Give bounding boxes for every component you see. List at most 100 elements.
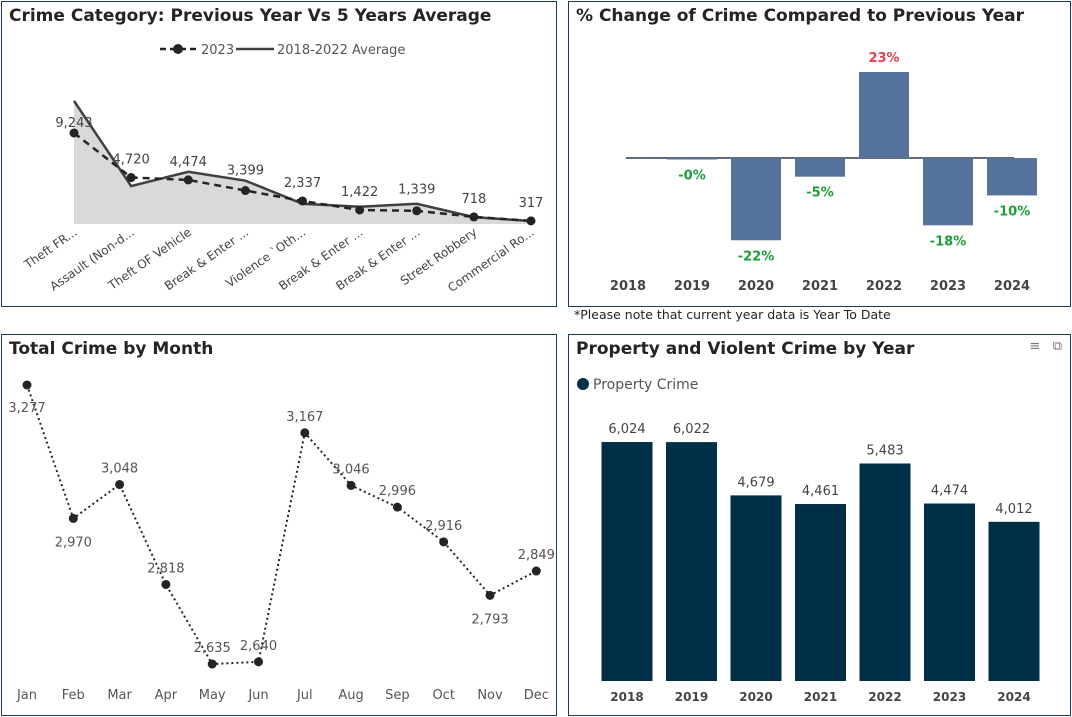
data-label: 6,022 (673, 422, 710, 437)
pct-change-panel: % Change of Crime Compared to Previous Y… (568, 1, 1071, 307)
bar (667, 158, 717, 160)
x-tick-label: 2024 (997, 690, 1030, 704)
chart-title: Property and Violent Crime by Year (576, 339, 915, 359)
chart-title: Total Crime by Month (9, 339, 214, 359)
data-point (392, 502, 402, 512)
data-point (207, 659, 217, 669)
data-label: 2,849 (518, 548, 555, 563)
focus-mode-icon[interactable]: ⧉ (1052, 339, 1062, 354)
data-label: 2,793 (471, 612, 508, 627)
bar (988, 521, 1040, 681)
x-tick-label: 2020 (739, 690, 772, 704)
data-point (531, 566, 541, 576)
data-point (254, 657, 263, 667)
data-label: 3,399 (227, 163, 264, 178)
data-label: 4,474 (931, 484, 968, 499)
data-label: 2,970 (55, 535, 92, 550)
data-label: 23% (868, 51, 899, 66)
data-point (68, 513, 78, 523)
2023-point (126, 173, 136, 183)
x-tick-label: 2022 (866, 279, 902, 294)
pct-change-chart: 2018 -0% 2019 -22% 2020 -5% 2021 23% 2022 -18% 202… (610, 51, 1037, 294)
x-tick-label: Dec (524, 688, 549, 703)
bar (924, 503, 975, 681)
data-point (439, 537, 449, 547)
x-tick-label: 2023 (933, 690, 966, 704)
data-label: 6,024 (608, 422, 645, 437)
x-tick-label: Jan (16, 688, 37, 703)
x-tick-label: Feb (62, 688, 85, 703)
x-tick-label: Apr (155, 688, 178, 703)
bar (795, 504, 846, 681)
crime-category-chart: 9,243 4,720 4,474 3,399 2,337 1,422 1,339 718 31… (21, 43, 544, 295)
2023-point (240, 186, 250, 196)
x-tick-label: 2021 (804, 690, 837, 704)
data-label: 2,337 (284, 176, 321, 191)
property-violent-panel: Property and Violent Crime by Year ≡ ⧉ P… (568, 334, 1071, 716)
x-tick-label: 2018 (610, 690, 643, 704)
crime-category-panel: Crime Category: Previous Year Vs 5 Years… (1, 1, 557, 307)
chart-title: % Change of Crime Compared to Previous Y… (576, 6, 1025, 26)
data-label: 4,679 (737, 475, 774, 490)
x-tick-label: 2021 (802, 279, 838, 294)
bar (666, 442, 717, 681)
data-label: 718 (461, 192, 486, 207)
bar (795, 158, 845, 177)
chart-title: Crime Category: Previous Year Vs 5 Years… (9, 6, 492, 26)
footnote: *Please note that current year data is Y… (574, 307, 891, 322)
legend-label: Property Crime (593, 377, 698, 393)
2023-point (69, 128, 79, 138)
data-label: 1,422 (341, 185, 378, 200)
data-label: -10% (994, 204, 1031, 219)
data-label: -5% (806, 186, 833, 201)
2023-point (183, 175, 193, 185)
x-tick-label: 2019 (674, 279, 710, 294)
data-point (161, 579, 171, 589)
data-label: 4,474 (170, 155, 207, 170)
x-tick-label: Mar (107, 688, 132, 703)
data-label: 2,996 (379, 484, 416, 499)
data-label: 9,243 (55, 116, 92, 131)
data-label: 2,916 (425, 519, 462, 534)
data-point (115, 480, 125, 490)
data-point (485, 590, 495, 600)
2023-point (469, 212, 479, 222)
bar (730, 495, 782, 681)
legend-2023-marker (173, 44, 183, 54)
data-label: 3,048 (101, 462, 138, 477)
data-label: 2,818 (147, 561, 184, 576)
filter-icon[interactable]: ≡ (1029, 339, 1041, 354)
data-label: 4,012 (995, 502, 1032, 517)
average-area (74, 100, 531, 224)
x-tick-label: 2023 (930, 279, 966, 294)
monthly-line (26, 384, 537, 666)
2023-point (355, 205, 365, 215)
x-tick-label: Jun (247, 688, 268, 703)
data-label: 2,640 (240, 639, 277, 654)
bar (731, 158, 781, 241)
data-label: 3,277 (8, 401, 45, 416)
data-point (22, 380, 32, 390)
x-tick-label: Nov (477, 688, 503, 703)
x-tick-label: Aug (338, 688, 363, 703)
data-label: 1,339 (398, 182, 435, 197)
bar (859, 463, 911, 681)
2023-point (412, 206, 422, 216)
property-crime-chart: Property Crime 6,024 2018 6,022 2019 4,679 202… (577, 377, 1040, 704)
data-label: 317 (519, 196, 544, 211)
2023-point (298, 196, 307, 206)
monthly-crime-panel: Total Crime by Month 3,277 Jan 2,970 Feb 3,0… (1, 334, 557, 716)
data-label: 4,720 (113, 153, 150, 168)
data-label: 3,046 (332, 462, 369, 477)
legend-label: 2018-2022 Average (277, 43, 405, 58)
x-tick-label: 2018 (610, 279, 646, 294)
x-tick-label: May (199, 688, 226, 703)
legend-label: 2023 (201, 43, 234, 58)
bar (987, 158, 1037, 196)
data-label: 5,483 (866, 443, 903, 458)
data-label: 4,461 (802, 484, 839, 499)
x-tick-label: 2022 (868, 690, 901, 704)
x-tick-label: Oct (432, 688, 454, 703)
x-tick-label: Jul (296, 688, 313, 703)
x-tick-label: 2020 (738, 279, 774, 294)
